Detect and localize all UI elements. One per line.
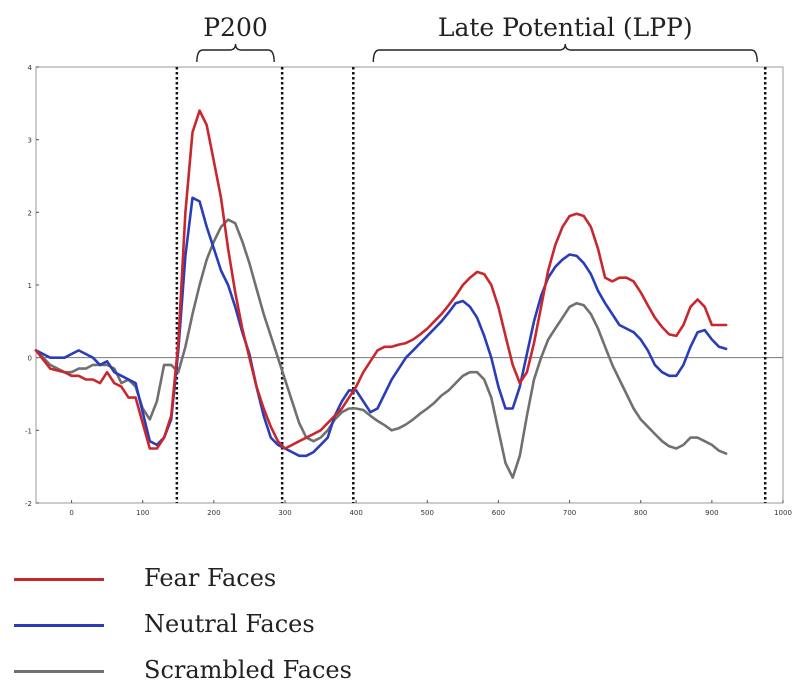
fear-faces-line [34, 109, 728, 450]
y-tick-label: 0 [28, 355, 32, 363]
p200-label: P200 [203, 13, 268, 42]
legend-label-neutral: Neutral Faces [144, 610, 315, 638]
erp-chart: P200 Late Potential (LPP) -2 -1 0 1 2 3 4 0 100 2… [25, 13, 792, 517]
x-tick-label: 600 [492, 509, 505, 517]
annotations-layer: P200 Late Potential (LPP) [196, 13, 758, 63]
legend-item-scrambled: Scrambled Faces [10, 652, 470, 698]
p200-bracket [196, 43, 275, 63]
scrambled-faces-line [34, 218, 728, 479]
legend-swatch-fear [14, 578, 104, 581]
y-axis: -2 -1 0 1 2 3 4 [25, 64, 39, 508]
series-layer [34, 109, 728, 479]
legend: Fear Faces Neutral Faces Scrambled Faces [10, 560, 470, 698]
legend-label-scrambled: Scrambled Faces [144, 656, 352, 684]
x-tick-label: 1000 [774, 509, 792, 517]
x-tick-label: 100 [136, 509, 149, 517]
x-axis: 0 100 200 300 400 500 600 700 800 900 1000 [69, 500, 792, 517]
y-tick-label: -2 [25, 500, 32, 508]
neutral-faces-line [34, 196, 728, 458]
y-tick-label: 3 [28, 137, 32, 145]
legend-item-neutral: Neutral Faces [10, 606, 470, 652]
x-tick-label: 200 [207, 509, 220, 517]
x-tick-label: 300 [278, 509, 291, 517]
lpp-bracket [372, 43, 758, 63]
legend-label-fear: Fear Faces [144, 564, 277, 592]
legend-item-fear: Fear Faces [10, 560, 470, 606]
y-tick-label: 1 [28, 282, 32, 290]
legend-swatch-scrambled [14, 670, 104, 673]
x-tick-label: 700 [563, 509, 576, 517]
reference-lines [36, 67, 783, 503]
y-tick-label: 2 [28, 209, 32, 217]
legend-swatch-neutral [14, 624, 104, 627]
lpp-label: Late Potential (LPP) [438, 13, 693, 42]
x-tick-label: 900 [705, 509, 718, 517]
x-tick-label: 500 [421, 509, 434, 517]
x-tick-label: 400 [349, 509, 362, 517]
y-tick-label: 4 [28, 64, 33, 72]
y-tick-label: -1 [25, 427, 32, 435]
x-tick-label: 800 [634, 509, 647, 517]
x-tick-label: 0 [69, 509, 73, 517]
